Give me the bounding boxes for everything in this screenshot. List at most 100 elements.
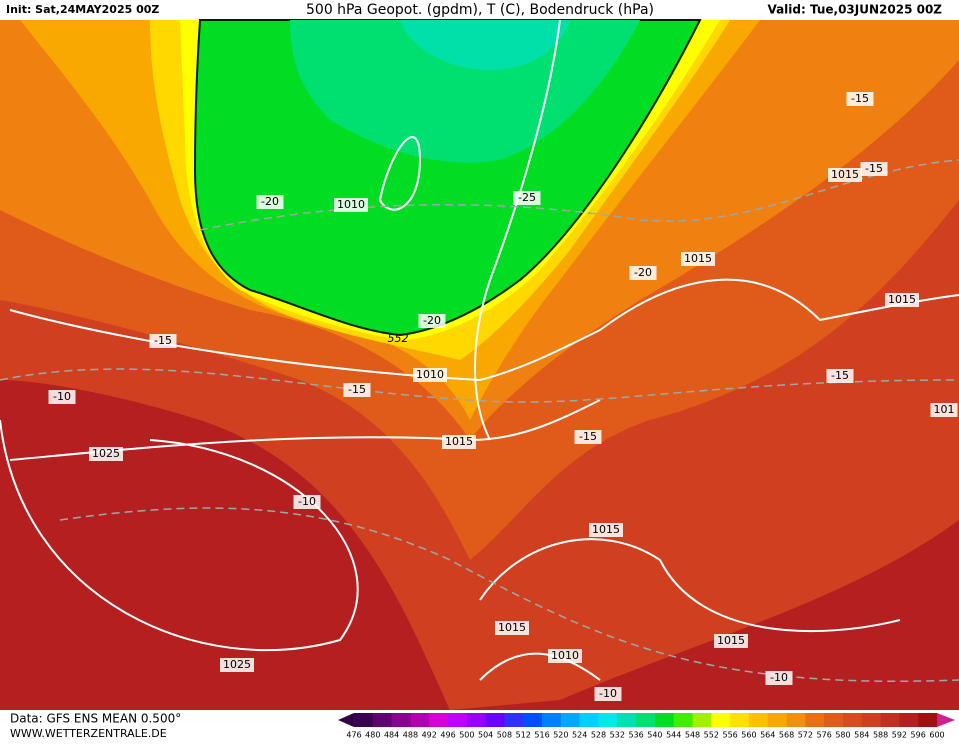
colorbar-swatch (711, 713, 731, 727)
label-box (495, 621, 529, 635)
colorbar-swatch (579, 713, 599, 727)
colorbar-swatch (372, 713, 393, 727)
data-source: Data: GFS ENS MEAN 0.500° (10, 712, 181, 726)
colorbar-swatch (899, 713, 919, 727)
colorbar-label: 568 (779, 731, 794, 740)
label-box (574, 430, 602, 444)
colorbar-label: 484 (384, 731, 399, 740)
colorbar-label: 508 (497, 731, 512, 740)
map-label: -15 (865, 162, 883, 175)
label-box (220, 658, 254, 672)
label-box (293, 495, 321, 509)
colorbar-label: 592 (892, 731, 907, 740)
label-box (256, 195, 284, 209)
map-label: 1015 (717, 634, 745, 647)
band (290, 20, 640, 163)
map-label: -15 (851, 92, 869, 105)
label-box (681, 252, 715, 266)
map-label: 1015 (831, 168, 859, 181)
label-box (89, 447, 123, 461)
label-box (930, 403, 958, 417)
valid-time: Valid: Tue,03JUN2025 00Z (767, 3, 942, 17)
map-title: 500 hPa Geopot. (gpdm), T (C), Bodendruc… (306, 2, 654, 18)
colorbar-label: 540 (647, 731, 662, 740)
colorbar-label: 556 (722, 731, 737, 740)
map-label: 1015 (888, 293, 916, 306)
map-label: 552 (388, 332, 409, 345)
colorbar-label: 516 (534, 731, 549, 740)
colorbar-label: 512 (516, 731, 531, 740)
colorbar-label: 520 (553, 731, 568, 740)
label-box (846, 92, 874, 106)
isobars (0, 19, 959, 681)
init-time: Init: Sat,24MAY2025 00Z (6, 3, 159, 16)
colorbar-swatch (466, 713, 487, 727)
map-label: -10 (298, 495, 316, 508)
colorbar-label: 588 (873, 731, 888, 740)
colorbar-label: 600 (929, 731, 944, 740)
colorbar-end (937, 713, 955, 727)
colorbar-swatch (805, 713, 825, 727)
colorbar-swatch (448, 713, 468, 727)
map-label: -25 (518, 191, 536, 204)
colorbar: 476 480 484 488 492 496 500 504 508 512 516 520 524 5… (338, 713, 955, 740)
map-label: -15 (831, 369, 849, 382)
colorbar-label: 500 (459, 731, 474, 740)
label-box (418, 314, 446, 328)
colorbar-swatch (654, 713, 675, 727)
label-box (589, 523, 623, 537)
colorbar-label: 476 (346, 731, 361, 740)
colorbar-label: 544 (666, 731, 681, 740)
colorbar-swatch (918, 713, 938, 727)
colorbar-swatch (523, 713, 543, 727)
colorbar-swatch (636, 713, 656, 727)
colorbar-swatch (598, 713, 618, 727)
colorbar-swatch (560, 713, 581, 727)
map-label: -10 (599, 687, 617, 700)
colorbar-label: 580 (835, 731, 850, 740)
map-label: 1010 (551, 649, 579, 662)
colorbar-label: 552 (704, 731, 719, 740)
map-label: 1010 (416, 368, 444, 381)
map-labels: 1010 -20 -25 1015 -15 -15 -20 1015 1015 -20 552 -15… (48, 92, 958, 701)
colorbar-label: 532 (610, 731, 625, 740)
colorbar-swatch (880, 713, 900, 727)
colorbar-swatch (842, 713, 863, 727)
colorbar-swatch (429, 713, 449, 727)
colorbar-label: 572 (798, 731, 813, 740)
map-label: 1015 (445, 435, 473, 448)
map-label: 1025 (223, 658, 251, 671)
label-box (48, 390, 76, 404)
band (400, 20, 570, 70)
label-box (860, 162, 888, 176)
map-label: 1015 (498, 621, 526, 634)
map-label: -20 (261, 195, 279, 208)
label-box (334, 198, 368, 212)
colorbar-swatch (485, 713, 505, 727)
label-box (149, 334, 177, 348)
colorbar-label: 524 (572, 731, 587, 740)
map-label: 1015 (592, 523, 620, 536)
map: 1010 -20 -25 1015 -15 -15 -20 1015 1015 -20 552 -15… (0, 19, 959, 710)
colorbar-swatch (673, 713, 694, 727)
map-label: 101 (934, 403, 955, 416)
colorbar-swatch (354, 713, 374, 727)
site: WWW.WETTERZENTRALE.DE (10, 727, 167, 740)
label-box (629, 266, 657, 280)
map-label: -10 (53, 390, 71, 403)
colorbar-swatch (861, 713, 882, 727)
map-label: -15 (579, 430, 597, 443)
colorbar-label: 480 (365, 731, 380, 740)
colorbar-label: 596 (911, 731, 926, 740)
label-box (826, 369, 854, 383)
map-label: -15 (348, 383, 366, 396)
colorbar-label: 584 (854, 731, 869, 740)
label-box (442, 435, 476, 449)
colorbar-swatch (730, 713, 750, 727)
colorbar-swatch (542, 713, 562, 727)
colorbar-swatch (617, 713, 637, 727)
map-label: 1010 (337, 198, 365, 211)
colorbar-label: 496 (440, 731, 455, 740)
isotherms (0, 159, 959, 683)
